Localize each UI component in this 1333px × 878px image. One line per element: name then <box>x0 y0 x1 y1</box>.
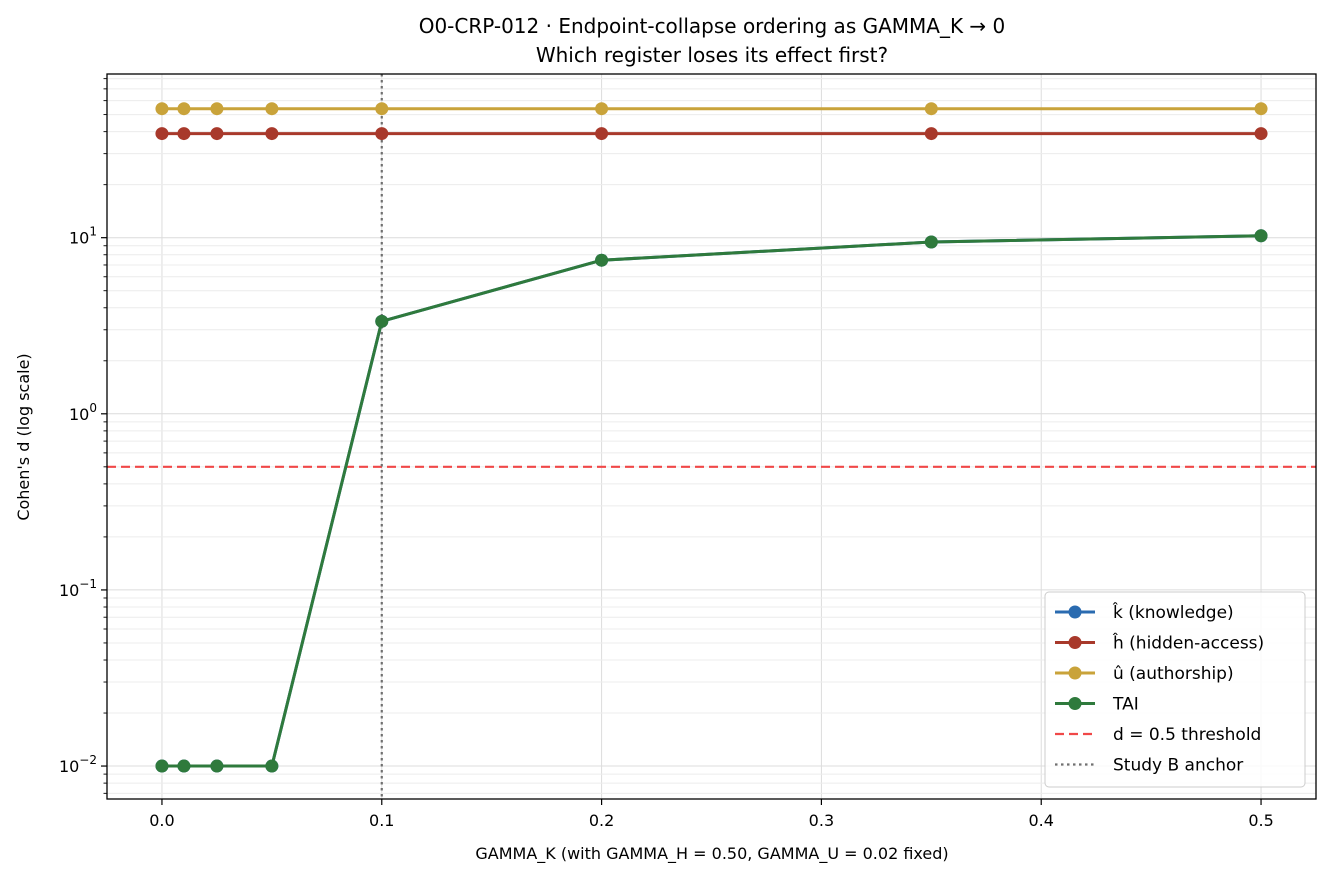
data-point <box>210 127 224 141</box>
x-tick-label: 0.0 <box>149 811 174 830</box>
x-tick-label: 0.5 <box>1248 811 1273 830</box>
chart-subtitle: Which register loses its effect first? <box>536 43 888 67</box>
y-tick-label: 10−1 <box>59 577 97 600</box>
data-point <box>595 253 609 267</box>
data-point <box>210 759 224 773</box>
legend-label: d = 0.5 threshold <box>1113 725 1261 745</box>
y-tick-label: 101 <box>69 225 97 248</box>
data-point <box>1254 229 1268 243</box>
x-tick-label: 0.3 <box>809 811 834 830</box>
reference-lines <box>107 74 1316 799</box>
y-axis-label: Cohen's d (log scale) <box>14 353 33 520</box>
data-point <box>155 759 169 773</box>
legend-swatch-marker <box>1068 666 1082 680</box>
plot-frame <box>106 73 1317 800</box>
data-point <box>177 127 191 141</box>
series-lines <box>155 102 1268 773</box>
x-tick-label: 0.1 <box>369 811 394 830</box>
legend: k̂ (knowledge) ĥ (hidden-access) û (author… <box>1044 591 1306 788</box>
chart-title: O0-CRP-012 · Endpoint-collapse ordering … <box>419 14 1006 38</box>
axis-ticks: 0.0 0.1 0.2 0.3 0.4 0.5 10−2 10−1 100 101 <box>59 78 1274 830</box>
legend-swatch-marker <box>1068 697 1082 710</box>
legend-swatch-marker <box>1068 636 1082 649</box>
data-point <box>924 102 938 116</box>
x-axis-label: GAMMA_K (with GAMMA_H = 0.50, GAMMA_U = … <box>475 844 948 864</box>
data-point <box>265 127 279 141</box>
data-point <box>210 102 224 116</box>
legend-label: k̂ (knowledge) <box>1113 602 1234 623</box>
data-point <box>265 759 279 773</box>
legend-label: TAI <box>1112 695 1139 715</box>
data-point <box>375 127 389 141</box>
data-point <box>177 102 191 116</box>
data-point <box>375 314 389 328</box>
data-point <box>595 102 609 116</box>
legend-swatch-marker <box>1068 605 1082 619</box>
data-point <box>155 127 169 141</box>
data-point <box>375 102 389 116</box>
data-point <box>924 235 938 249</box>
data-point <box>1254 127 1268 141</box>
data-point <box>1254 102 1268 116</box>
legend-label: Study B anchor <box>1113 756 1243 776</box>
data-point <box>177 759 191 773</box>
legend-label: û (authorship) <box>1113 664 1234 684</box>
data-point <box>265 102 279 116</box>
legend-label: ĥ (hidden-access) <box>1112 632 1264 654</box>
data-point <box>595 127 609 141</box>
x-tick-label: 0.4 <box>1029 811 1054 830</box>
data-point <box>924 127 938 141</box>
y-tick-label: 10−2 <box>59 753 97 776</box>
y-tick-label: 100 <box>69 401 97 424</box>
legend-box <box>1044 591 1306 788</box>
x-tick-label: 0.2 <box>589 811 614 830</box>
data-point <box>155 102 169 116</box>
